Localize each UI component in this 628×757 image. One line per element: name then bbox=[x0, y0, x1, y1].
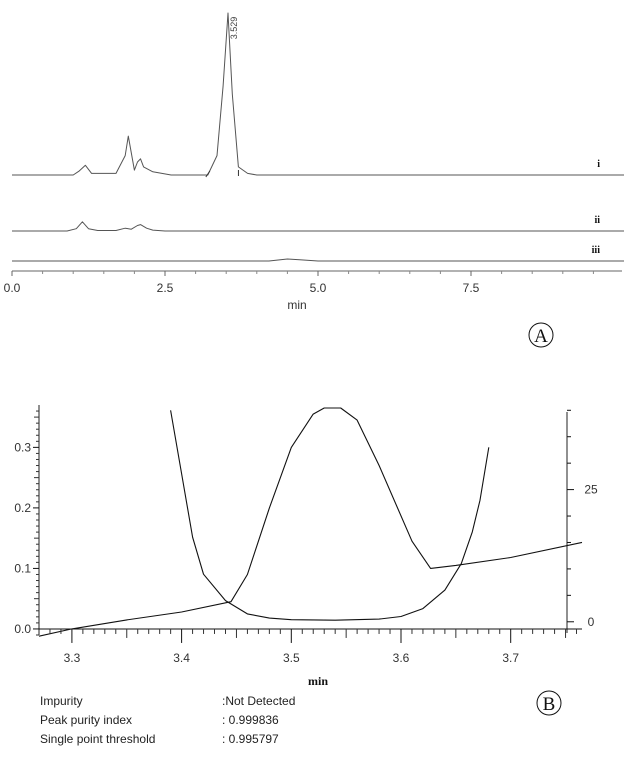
x-tick-label: 0.0 bbox=[4, 281, 21, 295]
x-tick-label: 7.5 bbox=[463, 281, 480, 295]
x-tick-label: 3.5 bbox=[283, 651, 300, 665]
x-tick-label: 3.3 bbox=[64, 651, 81, 665]
peak-retention-label: 3.529 bbox=[229, 17, 239, 40]
x-tick-label: 3.7 bbox=[502, 651, 519, 665]
x-tick-label: 3.4 bbox=[173, 651, 190, 665]
single-point-threshold-row: Single point threshold : 0.995797 bbox=[40, 732, 279, 746]
peak-purity-curves bbox=[38, 407, 583, 637]
right-y-tick-label: 0 bbox=[588, 615, 595, 629]
left-y-axis-ticks: 0.0 0.1 0.2 0.3 bbox=[14, 410, 39, 636]
trace-label-ii: ii bbox=[594, 215, 600, 226]
threshold-curve bbox=[170, 410, 490, 621]
x-tick-label: 2.5 bbox=[157, 281, 174, 295]
left-y-tick-label: 0.1 bbox=[14, 561, 31, 575]
peak-purity-index-label: Peak purity index bbox=[40, 713, 133, 727]
x-tick-label: 3.6 bbox=[393, 651, 410, 665]
impurity-label: Impurity bbox=[40, 694, 83, 708]
trace-i bbox=[12, 12, 624, 176]
peak-purity-index-value: : 0.999836 bbox=[222, 713, 279, 727]
integration-start-marker bbox=[205, 170, 211, 178]
trace-iii bbox=[12, 258, 624, 262]
x-axis-label: min bbox=[287, 298, 306, 312]
peak-purity-index-row: Peak purity index : 0.999836 bbox=[40, 713, 279, 727]
left-y-tick-label: 0.3 bbox=[14, 440, 31, 454]
panel-b-peak-purity: 0.0 0.1 0.2 0.3 0 25 3.3 3.4 3.5 3.6 3.7 min B bbox=[14, 405, 598, 716]
trace-label-i: i bbox=[597, 159, 600, 170]
left-y-tick-label: 0.0 bbox=[14, 622, 31, 636]
x-axis-ticks: 0.0 2.5 5.0 7.5 bbox=[4, 271, 594, 295]
x-axis-ticks: 3.3 3.4 3.5 3.6 3.7 bbox=[49, 628, 578, 665]
panel-a-letter: A bbox=[534, 326, 548, 347]
spectrum-similarity-curve bbox=[38, 407, 583, 637]
panel-b-badge bbox=[536, 690, 562, 716]
trace-ii bbox=[12, 221, 624, 232]
single-point-threshold-value: : 0.995797 bbox=[222, 732, 279, 746]
single-point-threshold-label: Single point threshold bbox=[40, 732, 156, 746]
panel-b-letter: B bbox=[543, 694, 556, 715]
x-axis-label: min bbox=[308, 674, 328, 688]
impurity-row: Impurity :Not Detected bbox=[40, 694, 295, 708]
impurity-value: :Not Detected bbox=[222, 694, 296, 708]
panel-a-badge bbox=[528, 322, 554, 348]
x-tick-label: 5.0 bbox=[310, 281, 327, 295]
left-y-tick-label: 0.2 bbox=[14, 501, 31, 515]
right-y-axis-ticks: 0 25 bbox=[567, 409, 598, 629]
right-y-tick-label: 25 bbox=[584, 483, 598, 497]
trace-label-iii: iii bbox=[592, 245, 601, 256]
